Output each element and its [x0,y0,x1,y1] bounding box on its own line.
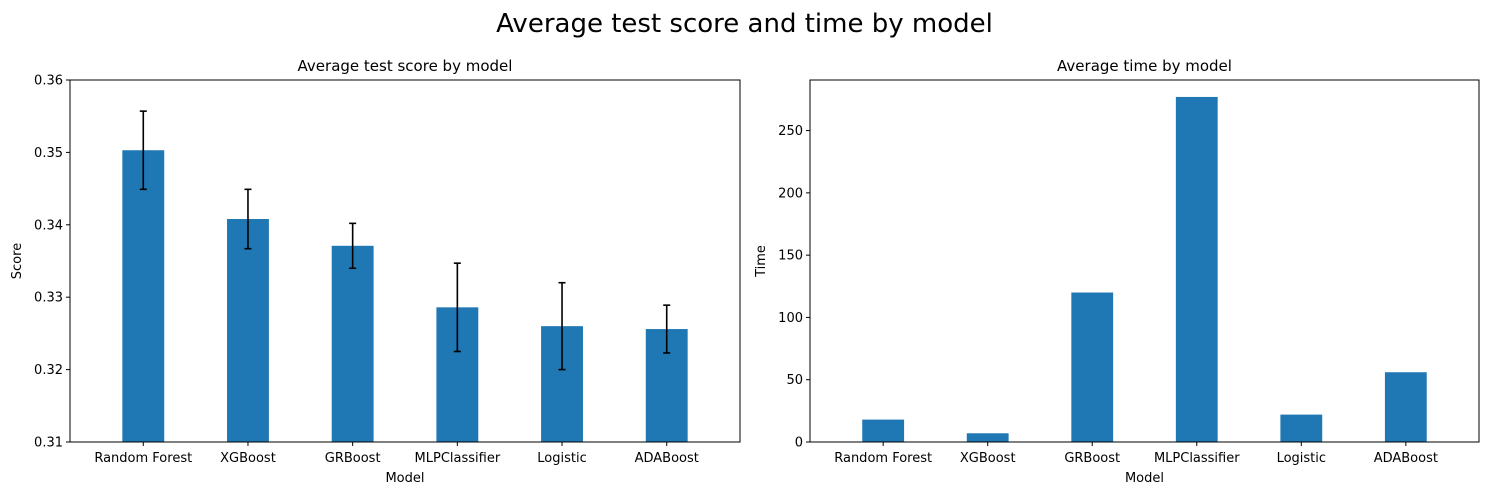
score-error-bar [663,304,671,354]
time-y-tick-label: 50 [786,373,803,388]
time-axes-frame [809,79,1480,443]
score-x-tick-label: MLPClassifier [415,451,501,466]
score-axes-frame [69,79,741,443]
time-x-axis-label: Model [1125,471,1164,486]
time-bar [966,433,1009,442]
time-x-tick-label: XGBoost [960,451,1016,466]
score-y-tick-label: 0.35 [34,146,63,161]
score-chart-title: Average test score by model [298,57,513,75]
score-x-tick-label: XGBoost [220,451,276,466]
score-bar [331,245,374,442]
score-bar [227,219,269,442]
time-bar [1280,414,1323,442]
score-x-tick-label: Random Forest [94,451,192,466]
time-chart-title: Average time by model [1057,57,1232,75]
time-y-tick-label: 100 [778,311,803,326]
time-bar [1175,96,1218,442]
score-x-tick-label: Logistic [537,451,586,466]
time-y-tick-label: 0 [795,436,803,451]
score-y-tick-label: 0.32 [34,363,63,378]
time-y-tick-label: 200 [778,186,803,201]
score-error-bar [244,188,252,250]
time-x-tick-label: GRBoost [1064,451,1120,466]
time-bar [1384,372,1427,442]
score-x-tick-label: ADABoost [635,451,699,466]
score-chart: Average test score by model Model Score … [10,57,741,486]
time-y-tick-label: 250 [778,124,803,139]
time-x-tick-label: MLPClassifier [1154,451,1240,466]
score-bar [122,150,165,442]
score-x-axis-label: Model [385,471,424,486]
time-x-tick-label: ADABoost [1374,451,1438,466]
time-bar [862,419,905,442]
time-y-tick-label: 150 [778,249,803,264]
score-error-bar [139,110,147,191]
time-bar [1071,292,1114,442]
score-error-bar [349,222,357,270]
score-y-tick-label: 0.34 [34,218,63,233]
time-x-tick-label: Logistic [1277,451,1326,466]
score-x-tick-label: GRBoost [325,451,381,466]
score-y-tick-label: 0.31 [34,436,63,451]
time-chart: Average time by model Model Time 0 50 100 1… [754,57,1480,486]
score-y-axis-label: Score [10,243,25,279]
score-y-tick-label: 0.36 [34,74,63,89]
time-x-tick-label: Random Forest [834,451,932,466]
score-error-bar [453,262,461,353]
score-error-bar [558,281,566,371]
time-y-axis-label: Time [754,245,769,278]
score-y-tick-label: 0.33 [34,291,63,306]
figure-title: Average test score and time by model [496,9,993,39]
